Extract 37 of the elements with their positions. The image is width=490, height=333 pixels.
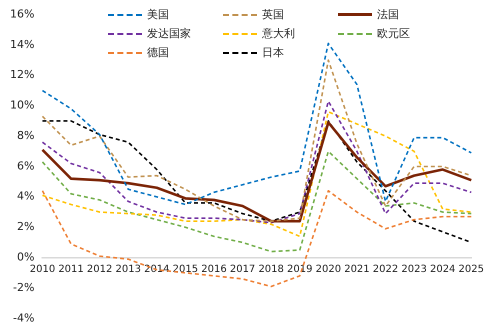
- legend-label: 欧元区: [377, 26, 410, 41]
- legend-label: 英国: [262, 7, 284, 22]
- x-tick-label: 2025: [458, 264, 484, 276]
- y-tick-label: 12%: [10, 68, 34, 82]
- x-tick-label: 2022: [372, 264, 398, 276]
- y-tick-label: -2%: [13, 280, 34, 294]
- x-tick-label: 2020: [316, 264, 342, 276]
- x-tick-label: 2015: [172, 264, 198, 276]
- line-series: [42, 100, 472, 224]
- x-tick-label: 2012: [86, 264, 112, 276]
- legend-label: 发达国家: [147, 26, 191, 41]
- legend-label: 美国: [147, 7, 169, 22]
- legend-label: 法国: [377, 7, 399, 22]
- y-tick-label: 4%: [16, 190, 34, 203]
- y-tick-label: 0%: [16, 250, 34, 264]
- x-tick-label: 2013: [115, 264, 141, 276]
- x-tick-label: 2024: [430, 264, 456, 276]
- line-series: [42, 150, 472, 252]
- y-tick-label: 8%: [16, 128, 34, 142]
- x-tick-label: 2019: [287, 264, 312, 276]
- x-tick-label: 2010: [30, 264, 56, 276]
- legend-label: 日本: [262, 45, 284, 60]
- x-tick-label: 2011: [58, 264, 84, 276]
- y-tick-label: 6%: [16, 159, 34, 172]
- x-tick-label: 2016: [201, 264, 227, 276]
- legend-label: 意大利: [262, 26, 295, 41]
- x-tick-label: 2023: [401, 264, 427, 276]
- legend-label: 德国: [147, 45, 169, 60]
- y-tick-label: 14%: [10, 38, 34, 51]
- x-tick-label: 2021: [344, 264, 370, 276]
- y-tick-label: 2%: [16, 220, 34, 234]
- y-tick-label: 10%: [10, 98, 34, 112]
- x-tick-label: 2018: [258, 264, 284, 276]
- y-tick-label: -4%: [13, 311, 34, 324]
- line-series: [42, 42, 472, 206]
- y-tick-label: 16%: [10, 7, 34, 20]
- x-tick-label: 2017: [230, 264, 256, 276]
